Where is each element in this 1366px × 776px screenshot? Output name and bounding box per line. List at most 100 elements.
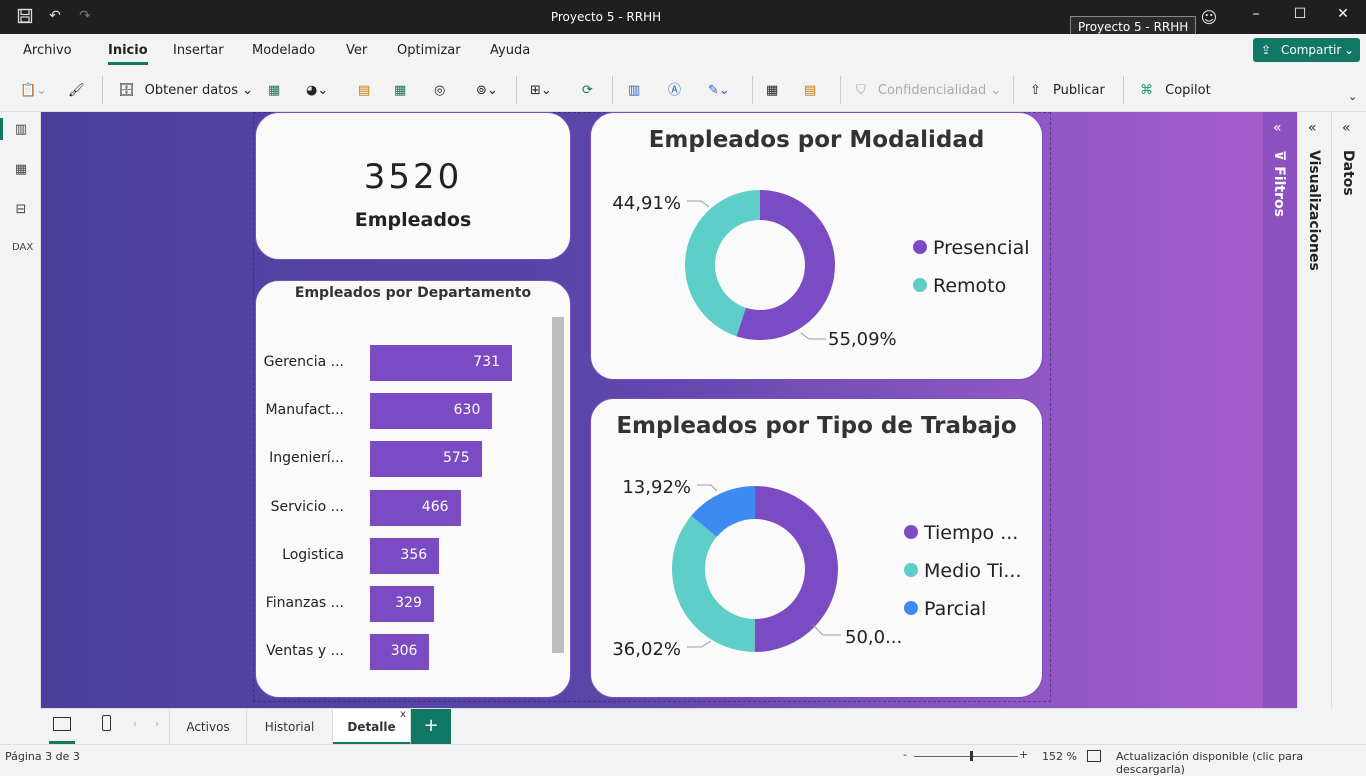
modalidad-donut-chart[interactable]: Empleados por Modalidad 55,09% 44,91% Pres…: [590, 112, 1043, 380]
legend-marker[interactable]: [913, 240, 927, 254]
account-icon[interactable]: ☺: [1200, 8, 1218, 27]
legend-marker[interactable]: [904, 563, 918, 577]
zoom-thumb[interactable]: [970, 751, 973, 761]
tab-activos[interactable]: Activos: [169, 709, 247, 745]
undo-icon[interactable]: ↶: [49, 8, 61, 24]
menu-optimizar[interactable]: Optimizar: [397, 43, 461, 58]
bar-row[interactable]: Logistica 356: [256, 537, 556, 574]
legend-label[interactable]: Presencial: [933, 237, 1029, 259]
minimize-button[interactable]: –: [1252, 6, 1260, 22]
bar[interactable]: 356: [370, 537, 440, 574]
copilot-button[interactable]: ⌘ Copilot: [1140, 80, 1211, 102]
desktop-view-icon[interactable]: [53, 717, 71, 731]
bar-row[interactable]: Ingenierí... 575: [256, 441, 556, 478]
expand-icon[interactable]: «: [1308, 120, 1317, 136]
legend-label[interactable]: Medio Ti...: [924, 560, 1022, 582]
refresh-icon[interactable]: ⟳: [582, 83, 593, 98]
redo-icon[interactable]: ↷: [79, 8, 91, 24]
bar-row[interactable]: Manufact... 630: [256, 393, 556, 430]
calculator-icon[interactable]: ▦: [766, 83, 779, 98]
menu-inicio[interactable]: Inicio: [108, 43, 148, 65]
donut-slice[interactable]: [685, 190, 760, 337]
zoom-in-icon[interactable]: +: [1019, 748, 1029, 761]
legend-marker[interactable]: [904, 525, 918, 539]
dataverse-icon[interactable]: ▤: [358, 83, 371, 98]
transform-data-icon[interactable]: ⊞⌄: [530, 83, 552, 98]
donut-slice[interactable]: [691, 486, 755, 537]
table-icon[interactable]: ▦: [394, 83, 407, 98]
menu-ayuda[interactable]: Ayuda: [490, 43, 531, 58]
donut-slice[interactable]: [754, 486, 839, 652]
more-visuals-icon[interactable]: ✎⌄: [708, 83, 730, 98]
kpi-card[interactable]: 3520 Empleados: [255, 112, 571, 260]
department-bar-chart[interactable]: Empleados por Departamento Gerencia ... 7…: [255, 280, 571, 698]
page-tabs-bar: ‹ › Activos Historial Detalle x +: [41, 708, 1297, 745]
tab-detalle[interactable]: Detalle x: [333, 709, 411, 745]
bar[interactable]: 731: [370, 345, 512, 381]
legend-label[interactable]: Remoto: [933, 275, 1006, 297]
transform-icon[interactable]: ⊚⌄: [476, 83, 498, 98]
prev-page-icon[interactable]: ‹: [133, 719, 137, 730]
bar[interactable]: 466: [370, 489, 461, 526]
bar[interactable]: 575: [370, 441, 482, 478]
bar-row[interactable]: Gerencia ... 731: [256, 345, 556, 381]
bar-value-label: 306: [390, 643, 418, 660]
donut-slice[interactable]: [736, 190, 835, 340]
bar[interactable]: 630: [370, 393, 493, 430]
dax-query-view-icon[interactable]: DAX: [12, 242, 34, 253]
tipo-trabajo-donut-chart[interactable]: Empleados por Tipo de Trabajo 50,0... 36,…: [590, 398, 1043, 698]
fit-to-page-icon[interactable]: [1087, 750, 1101, 762]
datasets-icon[interactable]: ◕⌄: [306, 83, 329, 98]
table-view-icon[interactable]: ▦: [14, 162, 28, 177]
close-button[interactable]: ✕: [1337, 6, 1349, 22]
legend-marker[interactable]: [904, 601, 918, 615]
expand-icon[interactable]: «: [1342, 120, 1351, 136]
close-tab-icon[interactable]: x: [400, 709, 406, 720]
ribbon-collapse-icon[interactable]: ⌄: [1348, 90, 1358, 103]
next-page-icon[interactable]: ›: [155, 719, 159, 730]
expand-icon[interactable]: «: [1273, 120, 1282, 136]
publish-button[interactable]: ⇧ Publicar: [1030, 80, 1105, 102]
text-box-icon[interactable]: Ⓐ: [668, 83, 682, 98]
bar[interactable]: 306: [370, 634, 430, 671]
recent-sources-icon[interactable]: ◎: [434, 83, 446, 98]
legend-marker[interactable]: [913, 278, 927, 292]
share-button[interactable]: ⇪ Compartir ⌄: [1253, 38, 1360, 62]
paste-icon[interactable]: 📋⌄: [20, 83, 48, 98]
leader-line: [697, 484, 718, 492]
menu-archivo[interactable]: Archivo: [23, 43, 72, 58]
zoom-slider[interactable]: [914, 751, 1018, 761]
legend-label[interactable]: Tiempo ...: [923, 522, 1018, 544]
new-visual-icon[interactable]: ▥: [628, 83, 641, 98]
bar-row[interactable]: Finanzas ... 329: [256, 586, 556, 622]
report-canvas: 3520 Empleados Empleados por Departament…: [41, 112, 1263, 708]
menu-insertar[interactable]: Insertar: [173, 43, 224, 58]
format-painter-icon[interactable]: 🖌: [68, 83, 85, 98]
donut-data-label: 36,02%: [612, 639, 681, 660]
menu-ver[interactable]: Ver: [346, 43, 368, 58]
save-icon[interactable]: [16, 8, 34, 26]
add-page-button[interactable]: +: [411, 709, 451, 745]
visualizations-pane[interactable]: « Visualizaciones: [1297, 112, 1331, 708]
tab-historial[interactable]: Historial: [247, 709, 333, 745]
donut-slice[interactable]: [672, 515, 755, 652]
bar-row[interactable]: Servicio ... 466: [256, 489, 556, 526]
update-notice[interactable]: Actualización disponible (clic para desc…: [1116, 750, 1304, 776]
quick-measure-icon[interactable]: ▤: [804, 83, 817, 98]
get-data-button[interactable]: 🗄 Obtener datos ⌄: [118, 83, 254, 98]
mobile-view-icon[interactable]: [102, 715, 111, 731]
model-view-icon[interactable]: ⊟: [15, 202, 27, 217]
data-pane[interactable]: « Datos: [1331, 112, 1366, 708]
bar[interactable]: 329: [370, 586, 434, 622]
legend-label[interactable]: Parcial: [924, 598, 986, 620]
bar-row[interactable]: Ventas y ... 306: [256, 634, 556, 671]
confidentiality-button[interactable]: ⛉ Confidencialidad ⌄: [856, 83, 1002, 98]
excel-icon[interactable]: ▦: [268, 83, 281, 98]
share-icon: ⇪: [1261, 43, 1272, 57]
filters-pane[interactable]: « ⊽ Filtros: [1263, 112, 1297, 708]
scrollbar[interactable]: [552, 317, 564, 653]
zoom-out-icon[interactable]: -: [903, 748, 907, 761]
maximize-button[interactable]: ☐: [1293, 6, 1307, 22]
report-view-icon[interactable]: ▥: [14, 122, 28, 137]
menu-modelado[interactable]: Modelado: [252, 43, 316, 58]
